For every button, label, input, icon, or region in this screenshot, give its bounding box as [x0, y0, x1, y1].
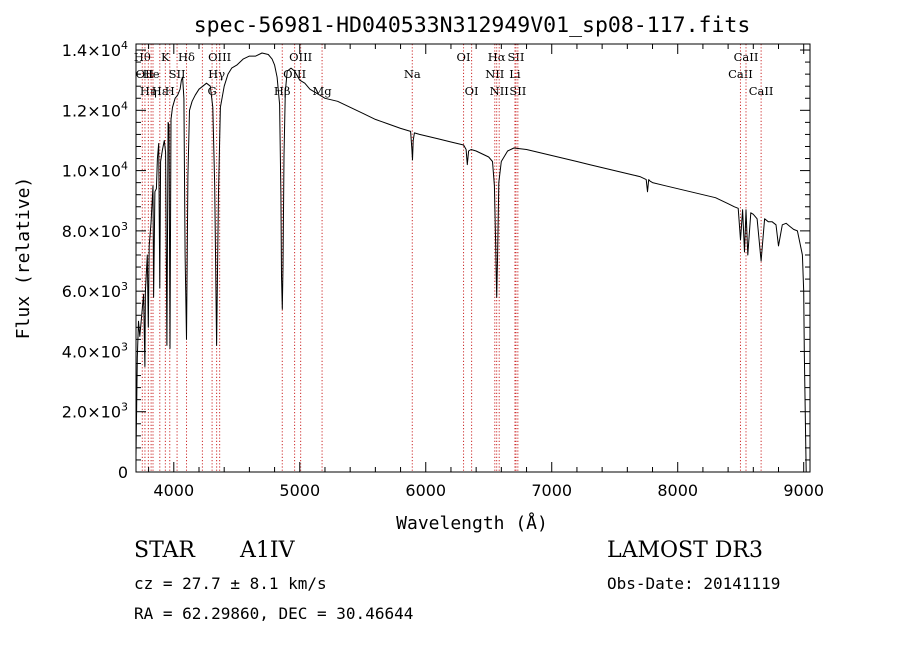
- x-axis-label: Wavelength (Å): [396, 512, 548, 534]
- y-tick-label-1: 2.0×103: [62, 401, 128, 422]
- observation-date: Obs-Date: 20141119: [607, 574, 781, 593]
- line-marker-label-24: Li: [509, 67, 521, 81]
- line-marker-label-8: SII: [169, 67, 186, 81]
- redshift-value: cz = 27.7 ± 8.1 km/s: [134, 574, 327, 593]
- line-marker-label-28: CaII: [734, 50, 759, 64]
- flux-series-line: [135, 52, 807, 473]
- line-marker-label-18: Na: [404, 67, 421, 81]
- survey-name: LAMOST DR3: [607, 538, 763, 563]
- spectrum-chart: spec-56981-HD040533N312949V01_sp08-117.f…: [13, 13, 824, 534]
- spectral-class: A1IV: [240, 538, 295, 563]
- line-marker-label-17: Mg: [313, 84, 333, 98]
- plot-frame: [135, 43, 811, 473]
- line-marker-label-16: OIII: [289, 50, 312, 64]
- line-marker-label-11: G: [207, 84, 216, 98]
- line-marker-label-0: Hθ: [134, 50, 151, 64]
- line-marker-label-6: K: [161, 50, 170, 64]
- y-tick-label-7: 1.4×104: [62, 39, 128, 60]
- line-marker-label-2: Hη: [140, 84, 157, 98]
- y-tick-label-4: 8.0×103: [62, 220, 128, 241]
- line-marker-label-29: CaII: [749, 84, 774, 98]
- line-marker-label-7: H: [165, 84, 175, 98]
- x-axis-ticks: 4000 5000 6000 7000 8000 9000: [148, 44, 824, 500]
- x-tick-label-1: 5000: [279, 481, 320, 500]
- line-marker-label-21: NII: [485, 67, 504, 81]
- line-marker-label-1: OII: [136, 67, 155, 81]
- y-axis-label: Flux (relative): [13, 177, 34, 340]
- y-axis-ticks: 0 2.0×103 4.0×103 6.0×103 8.0×103 1.0×104 1.2×…: [62, 39, 810, 482]
- x-tick-label-3: 7000: [531, 481, 572, 500]
- x-tick-label-0: 4000: [153, 481, 194, 500]
- spectral-line-markers: HθOIIHηHeHεKHSIIHδGHγOIIIHβOIIIOIIIMgNaO…: [134, 44, 774, 472]
- line-marker-label-22: Hα: [488, 50, 506, 64]
- line-marker-label-25: SII: [507, 50, 524, 64]
- line-marker-label-13: OIII: [208, 50, 231, 64]
- y-tick-label-3: 6.0×103: [62, 280, 128, 301]
- x-tick-label-2: 6000: [405, 481, 446, 500]
- object-type: STAR: [134, 538, 195, 563]
- chart-title: spec-56981-HD040533N312949V01_sp08-117.f…: [194, 13, 751, 38]
- line-marker-label-20: OI: [465, 84, 479, 98]
- y-tick-label-0: 0: [118, 463, 128, 482]
- y-tick-label-5: 1.0×104: [62, 160, 128, 181]
- line-marker-label-12: Hγ: [208, 67, 225, 81]
- line-marker-label-19: OI: [457, 50, 471, 64]
- x-tick-label-4: 8000: [657, 481, 698, 500]
- line-marker-label-27: CaII: [728, 67, 753, 81]
- coordinates: RA = 62.29860, DEC = 30.46644: [134, 604, 414, 623]
- line-marker-label-14: Hβ: [274, 84, 291, 98]
- line-marker-label-9: Hδ: [178, 50, 195, 64]
- line-marker-label-5: Hε: [152, 84, 168, 98]
- line-marker-label-26: SII: [509, 84, 526, 98]
- y-tick-label-2: 4.0×103: [62, 340, 128, 361]
- y-tick-label-6: 1.2×104: [62, 99, 128, 120]
- line-marker-label-3: He: [143, 67, 160, 81]
- x-tick-label-5: 9000: [783, 481, 824, 500]
- line-marker-label-23: NII: [490, 84, 509, 98]
